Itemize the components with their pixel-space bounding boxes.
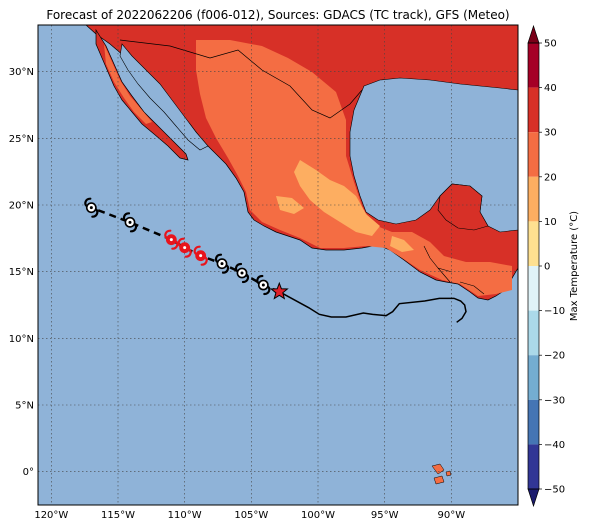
lon-tick-label: 120°W	[34, 510, 68, 521]
colorbar-label: Max Temperature (°C)	[569, 211, 580, 321]
colorbar-tick-label: 20	[544, 172, 557, 183]
colorbar-level	[528, 221, 539, 266]
colorbar-extend-top	[527, 24, 540, 44]
lon-tick-label: 115°W	[101, 510, 135, 521]
colorbar-level	[528, 266, 539, 311]
lat-tick-label: 0°	[23, 467, 34, 478]
current-position-star-icon	[269, 281, 289, 300]
border-line	[119, 39, 363, 119]
map-panel: 120°W 115°W 110°W 105°W 100°W 95°W 90°W 30°N 25°…	[9, 24, 519, 521]
colorbar: 50 40 30 20 10 0 −10 −20 −30 −40 −50 Max Temperatur…	[527, 24, 580, 508]
border-central-america	[423, 245, 485, 295]
island-galapagos-3	[445, 470, 452, 477]
lon-tick-label: 90°W	[438, 510, 466, 521]
lon-tick-label: 110°W	[168, 510, 202, 521]
cyclone-icon	[193, 245, 208, 266]
lat-tick-label: 10°N	[9, 334, 34, 345]
past-track-line	[278, 291, 467, 323]
colorbar-level	[528, 444, 539, 489]
gulf-of-california	[119, 43, 209, 151]
colorbar-level	[528, 132, 539, 177]
colorbar-level	[528, 355, 539, 400]
colorbar-tick-label: −50	[544, 485, 565, 496]
axis-tick-labels: 120°W 115°W 110°W 105°W 100°W 95°W 90°W 30°N 25°…	[9, 67, 465, 521]
cyclone-icon	[256, 274, 271, 296]
lat-tick-label: 15°N	[9, 267, 34, 278]
temp-zone-20-30	[196, 40, 512, 296]
colorbar-level	[528, 176, 539, 222]
land-yucatan	[437, 183, 489, 231]
cyclone-icon	[84, 197, 99, 218]
lat-tick-label: 20°N	[9, 201, 34, 212]
colorbar-tick-label: −40	[544, 440, 565, 451]
cyclone-icon	[234, 262, 250, 284]
colorbar-tick-label: −30	[544, 395, 565, 406]
colorbar-tick-label: −10	[544, 306, 565, 317]
colorbar-level	[528, 310, 539, 356]
colorbar-tick-label: 0	[544, 262, 550, 273]
temp-zone-10-20	[294, 160, 380, 236]
cyclone-icon	[214, 253, 230, 274]
colorbar-tick-label: 50	[544, 39, 557, 50]
lon-tick-label: 100°W	[301, 510, 335, 521]
temp-zone-10-20-c	[390, 236, 414, 252]
colorbar-level	[528, 399, 539, 445]
colorbar-extend-bottom	[527, 488, 540, 508]
colorbar-tick-label: −20	[544, 351, 565, 362]
land-baja-california	[95, 28, 189, 161]
map-title: Forecast of 2022062206 (f006-012), Sourc…	[46, 8, 510, 22]
island-galapagos-2	[433, 475, 445, 485]
colorbar-tick-label: 30	[544, 128, 557, 139]
lat-tick-label: 30°N	[9, 67, 34, 78]
cyclone-icon	[122, 212, 138, 233]
cyclone-icon	[177, 237, 192, 258]
colorbar-tick-label: 40	[544, 83, 557, 94]
tc-track-layer	[84, 197, 467, 323]
land-layer	[85, 25, 518, 485]
graticule	[38, 25, 518, 505]
lon-tick-label: 105°W	[234, 510, 268, 521]
lat-tick-label: 25°N	[9, 134, 34, 145]
colorbar-tick-label: 10	[544, 217, 557, 228]
colorbar-level	[528, 43, 539, 88]
island-galapagos-1	[431, 463, 445, 475]
colorbar-level	[528, 87, 539, 133]
lon-tick-label: 95°W	[371, 510, 399, 521]
lat-tick-label: 5°N	[15, 401, 34, 412]
map-frame	[37, 24, 519, 506]
cyclone-icon	[164, 229, 179, 250]
